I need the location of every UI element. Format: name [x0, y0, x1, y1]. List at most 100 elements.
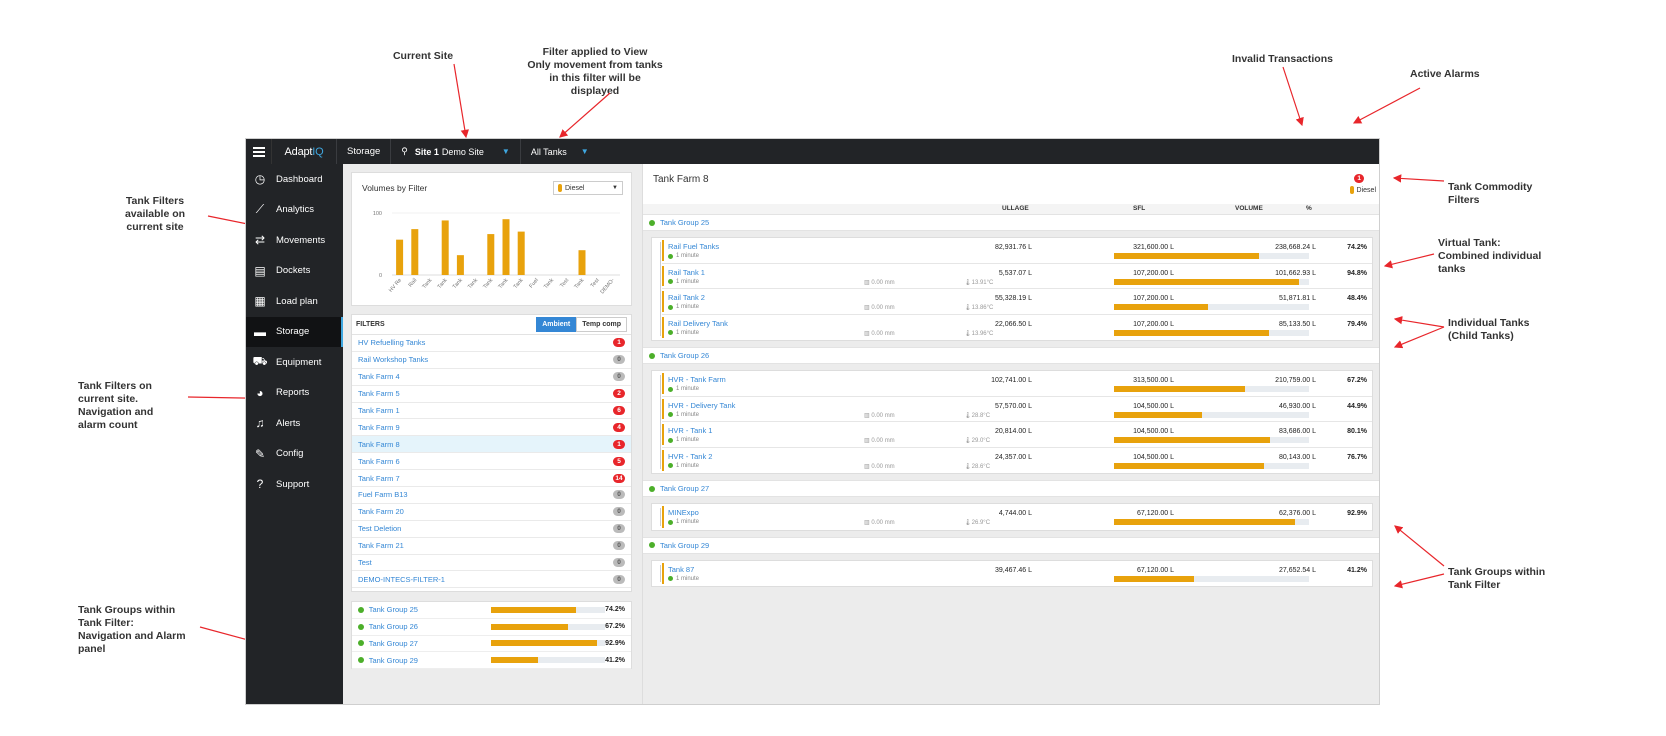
tank-row[interactable]: MINExpo 1 minute ▥ 0.00 mm 🌡26.9°C 4,744.00 …: [662, 504, 1372, 530]
commodity-stripe: [662, 291, 664, 312]
commodity-filter[interactable]: Diesel: [1349, 186, 1376, 194]
chevron-down-icon: ▼: [612, 185, 618, 191]
tank-name[interactable]: HVR - Tank 1: [668, 426, 713, 435]
filter-item[interactable]: Tank Farm 8 1: [352, 436, 631, 454]
product-level: ▥ 0.00 mm: [864, 519, 895, 526]
site-selector[interactable]: ⚲ Site 1 Demo Site ▼: [390, 139, 520, 164]
sidebar-item-storage[interactable]: ▬ Storage: [246, 316, 343, 347]
tank-row[interactable]: HVR - Delivery Tank 1 minute ▥ 0.00 mm 🌡28.…: [662, 397, 1372, 422]
status-dot-icon: [668, 437, 673, 443]
filter-item[interactable]: Tank Farm 21 0: [352, 538, 631, 555]
level-bar: [1114, 253, 1309, 259]
temperature: 🌡13.96°C: [964, 330, 993, 337]
ruler-icon: ▥: [864, 330, 872, 337]
last-update-text: 1 minute: [676, 437, 700, 443]
tank-name[interactable]: MINExpo: [668, 508, 699, 517]
tank-row[interactable]: Tank 87 1 minute 39,467.46 L 67,120.00 L 27,…: [662, 561, 1372, 587]
filter-name: Tank Farm 21: [358, 541, 404, 551]
chevron-down-icon: ▼: [501, 147, 510, 156]
ambient-button[interactable]: Ambient: [536, 317, 577, 332]
tank-group-row[interactable]: Tank Group 25 74.2%: [352, 602, 631, 619]
filter-list: HV Refuelling Tanks 1 Rail Workshop Tanks 0…: [352, 335, 631, 589]
detail-alarm-badge[interactable]: 1: [1354, 174, 1364, 183]
chart-bar: [411, 229, 419, 275]
tank-group-row[interactable]: Tank Group 27 92.9%: [352, 636, 631, 653]
volume-value: 80,143.00 L: [1279, 453, 1316, 461]
sidebar-item-movements[interactable]: ⇄ Movements: [246, 225, 343, 256]
view-filter-selector[interactable]: All Tanks ▼: [519, 139, 599, 164]
menu-icon[interactable]: [246, 139, 272, 164]
thermometer-icon: 🌡: [964, 520, 972, 526]
temperature: 🌡28.8°C: [964, 412, 990, 419]
filter-item[interactable]: Tank Farm 9 4: [352, 419, 631, 437]
tank-group-row[interactable]: Tank Group 26 67.2%: [352, 619, 631, 636]
sidebar-item-dockets[interactable]: ▤ Dockets: [246, 256, 343, 287]
tank-name[interactable]: HVR - Tank 2: [668, 451, 713, 461]
filter-item[interactable]: Tank Farm 7 14: [352, 470, 631, 488]
level-percent: 76.7%: [1347, 453, 1367, 461]
sidebar-item-dashboard[interactable]: ◷ Dashboard: [246, 164, 343, 195]
tank-row[interactable]: Rail Delivery Tank 1 minute ▥ 0.00 mm 🌡13.9…: [662, 315, 1372, 341]
filter-item[interactable]: HV Refuelling Tanks 1: [352, 335, 631, 352]
tank-row[interactable]: HVR - Tank Farm 1 minute 102,741.00 L 313,5…: [662, 371, 1372, 397]
tank-name[interactable]: HVR - Delivery Tank: [668, 400, 736, 410]
filter-item[interactable]: Tank Farm 4 0: [352, 369, 631, 386]
tank-group-header[interactable]: Tank Group 27: [643, 480, 1379, 497]
level-bar-fill: [1114, 411, 1202, 418]
tank-group-header[interactable]: Tank Group 26: [643, 347, 1379, 364]
filter-item[interactable]: Fuel Farm B13 0: [352, 487, 631, 504]
tank-row[interactable]: HVR - Tank 1 1 minute ▥ 0.00 mm 🌡29.0°C 20,8…: [662, 422, 1372, 448]
level-percent: 74.2%: [605, 606, 625, 614]
filter-item[interactable]: Test Deletion 0: [352, 521, 631, 538]
filter-item[interactable]: Tank Farm 6 5: [352, 453, 631, 471]
sidebar-item-support[interactable]: ? Support: [246, 469, 343, 500]
alarm-count-badge: 1: [613, 439, 625, 449]
annotation-individual-tanks: Individual Tanks (Child Tanks): [1448, 317, 1530, 342]
alarm-count-badge: 0: [613, 524, 625, 534]
tank-row[interactable]: Rail Tank 2 1 minute ▥ 0.00 mm 🌡13.86°C 55,3…: [662, 289, 1372, 315]
filter-item[interactable]: Tank Farm 20 0: [352, 504, 631, 521]
temp-comp-button[interactable]: Temp comp: [576, 317, 627, 332]
sidebar-item-alerts[interactable]: ♫ Alerts: [246, 408, 343, 439]
last-update: 1 minute: [668, 304, 699, 310]
sidebar-item-load-plan[interactable]: ▦ Load plan: [246, 286, 343, 317]
tank-name[interactable]: Rail Fuel Tanks: [668, 242, 720, 251]
filter-item[interactable]: Tank Farm 5 2: [352, 386, 631, 403]
tank-name[interactable]: Rail Tank 1: [668, 267, 705, 277]
tank-name[interactable]: HVR - Tank Farm: [668, 375, 726, 384]
filter-item[interactable]: Tank Farm 1 6: [352, 403, 631, 420]
tank-group-row[interactable]: Tank Group 29 41.2%: [352, 652, 631, 670]
sidebar-item-label: Config: [276, 448, 304, 460]
ullage-value: 24,357.00 L: [995, 453, 1032, 461]
tank-row[interactable]: Rail Fuel Tanks 1 minute 82,931.76 L 321,60…: [662, 238, 1372, 264]
tank-group-header[interactable]: Tank Group 25: [643, 214, 1379, 231]
status-dot-icon: [358, 606, 364, 613]
equipment-icon: ⛟: [252, 354, 268, 369]
filter-item[interactable]: Rail Workshop Tanks 0: [352, 352, 631, 369]
product-level: ▥ 0.00 mm: [864, 437, 895, 444]
temperature-value: 28.8°C: [971, 412, 991, 419]
tank-name[interactable]: Tank 87: [668, 564, 695, 574]
filter-name: Test Deletion: [358, 524, 402, 534]
annotation-current-site: Current Site: [392, 50, 454, 62]
volume-mode-toggle: Ambient Temp comp: [536, 317, 627, 332]
tank-name[interactable]: Rail Tank 2: [668, 293, 705, 302]
sidebar-item-analytics[interactable]: ⟋ Analytics: [246, 195, 343, 226]
detail-title: Tank Farm 8: [653, 174, 709, 185]
commodity-select[interactable]: Diesel ▼: [553, 181, 623, 195]
y-tick-label: 100: [373, 211, 382, 217]
tank-name[interactable]: Rail Delivery Tank: [668, 318, 728, 328]
thermometer-icon: 🌡: [964, 412, 972, 419]
load-plan-icon: ▦: [254, 294, 266, 309]
chart-bar: [396, 239, 404, 275]
sidebar-item-equipment[interactable]: ⛟ Equipment: [246, 347, 343, 378]
sfl-value: 107,200.00 L: [1133, 269, 1174, 277]
sidebar-item-reports[interactable]: ◕ Reports: [246, 378, 343, 409]
tank-group-header[interactable]: Tank Group 29: [643, 536, 1379, 554]
filter-item[interactable]: Test 0: [352, 555, 631, 572]
sidebar-item-config[interactable]: ✎ Config: [246, 439, 343, 470]
filter-item[interactable]: DEMO-INTECS-FILTER-1 0: [352, 571, 631, 589]
filter-name: Tank Farm 5: [358, 389, 400, 399]
